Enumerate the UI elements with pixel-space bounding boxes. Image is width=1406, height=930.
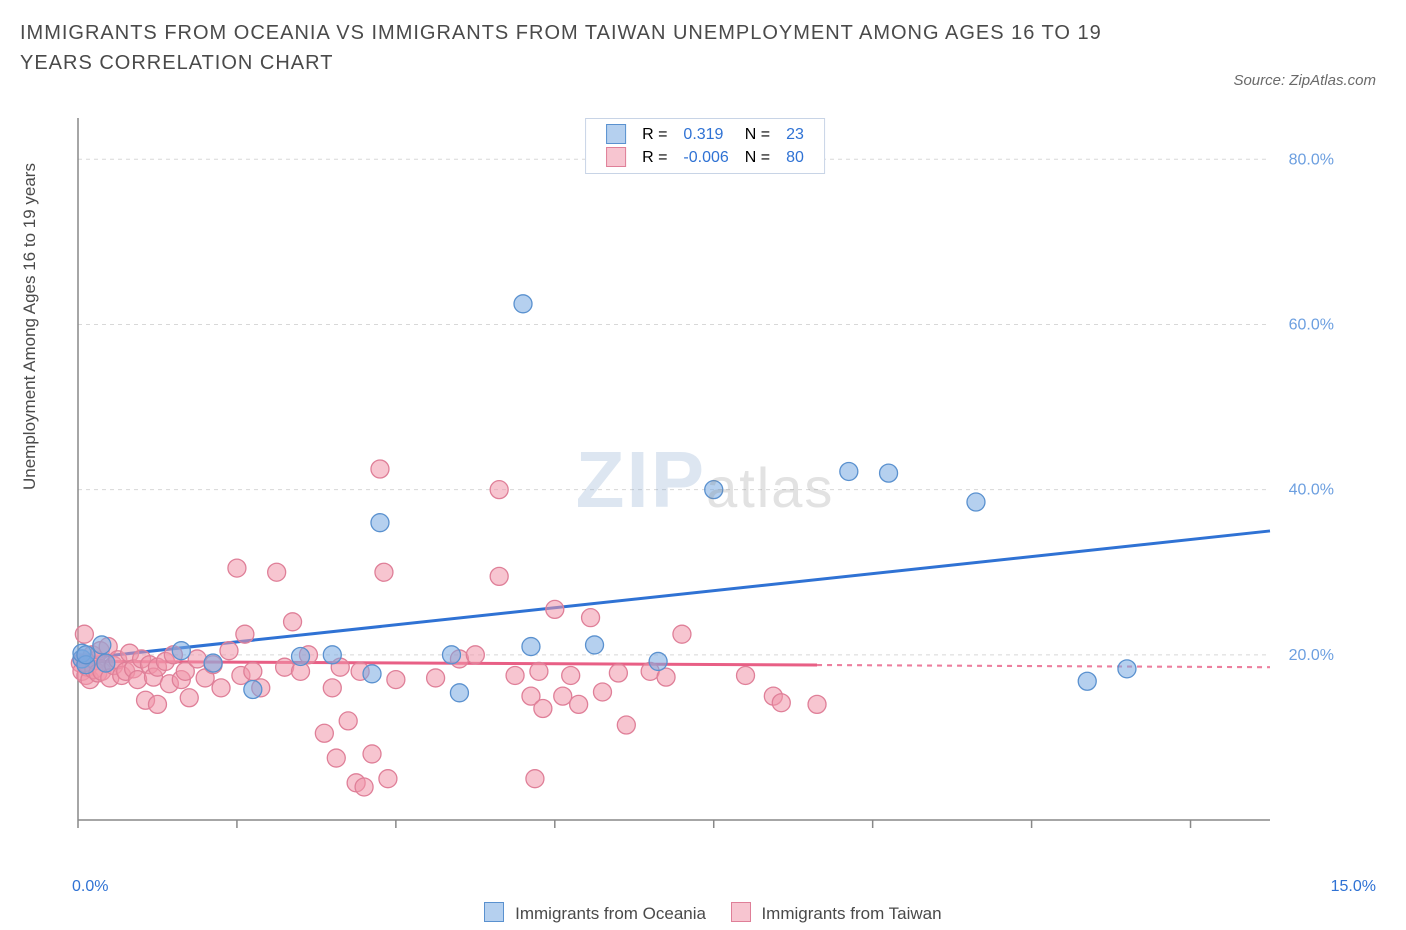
n-value-oceania: 23	[778, 123, 812, 146]
svg-text:80.0%: 80.0%	[1289, 151, 1334, 168]
swatch-oceania	[484, 902, 504, 922]
swatch-oceania	[606, 124, 626, 144]
r-value-oceania: 0.319	[675, 123, 736, 146]
x-axis-min-label: 0.0%	[72, 878, 108, 896]
n-value-taiwan: 80	[778, 146, 812, 169]
r-label: R =	[634, 146, 675, 169]
svg-text:60.0%: 60.0%	[1289, 316, 1334, 333]
legend-bottom: Immigrants from Oceania Immigrants from …	[0, 902, 1406, 924]
plot-area: 20.0%40.0%60.0%80.0% ZIPatlas R = 0.319 …	[70, 110, 1340, 850]
svg-text:20.0%: 20.0%	[1289, 647, 1334, 664]
chart-container: IMMIGRANTS FROM OCEANIA VS IMMIGRANTS FR…	[0, 0, 1406, 930]
plot-svg: 20.0% 40.0% 60.0% 80.0%	[70, 110, 1340, 850]
source-attribution: Source: ZipAtlas.com	[1233, 72, 1376, 89]
x-axis-max-label: 15.0%	[1331, 878, 1376, 896]
legend-row-oceania: R = 0.319 N = 23	[598, 123, 812, 146]
n-label: N =	[737, 123, 778, 146]
chart-title: IMMIGRANTS FROM OCEANIA VS IMMIGRANTS FR…	[20, 18, 1140, 78]
legend-label-oceania: Immigrants from Oceania	[515, 904, 706, 923]
y-axis-label: Unemployment Among Ages 16 to 19 years	[20, 163, 40, 490]
legend-label-taiwan: Immigrants from Taiwan	[761, 904, 941, 923]
svg-text:40.0%: 40.0%	[1289, 482, 1334, 499]
n-label: N =	[737, 146, 778, 169]
r-label: R =	[634, 123, 675, 146]
legend-stats-box: R = 0.319 N = 23 R = -0.006 N = 80	[585, 118, 825, 174]
swatch-taiwan	[606, 147, 626, 167]
legend-row-taiwan: R = -0.006 N = 80	[598, 146, 812, 169]
swatch-taiwan	[731, 902, 751, 922]
r-value-taiwan: -0.006	[675, 146, 736, 169]
